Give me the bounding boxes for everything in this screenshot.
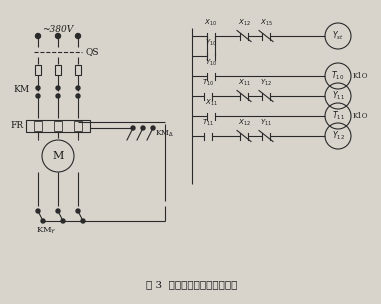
Circle shape (56, 86, 60, 90)
Circle shape (61, 219, 65, 223)
Text: M: M (52, 151, 64, 161)
Circle shape (36, 209, 40, 213)
Text: $T_{11}$: $T_{11}$ (331, 110, 344, 122)
Text: $X_{11}$: $X_{11}$ (205, 98, 218, 108)
Circle shape (35, 33, 40, 39)
Text: ~380V: ~380V (42, 25, 74, 34)
Text: $Y_{11}$: $Y_{11}$ (260, 118, 272, 128)
Circle shape (131, 126, 135, 130)
Text: $Y_{11}$: $Y_{11}$ (331, 90, 344, 102)
Bar (35, 65, 41, 75)
Text: $X_{10}$: $X_{10}$ (205, 18, 218, 28)
Circle shape (76, 209, 80, 213)
Circle shape (56, 209, 60, 213)
Text: KM$_\Delta$: KM$_\Delta$ (155, 129, 174, 139)
Bar (26, 120, 90, 132)
Circle shape (56, 94, 60, 98)
Bar (54, 121, 62, 131)
Text: $T_{11}$: $T_{11}$ (202, 118, 214, 128)
Text: $X_{12}$: $X_{12}$ (238, 18, 250, 28)
Text: FR: FR (11, 122, 24, 130)
Circle shape (81, 219, 85, 223)
Text: K1O: K1O (353, 112, 368, 120)
Bar (55, 65, 61, 75)
Bar (34, 121, 42, 131)
Circle shape (36, 86, 40, 90)
Circle shape (151, 126, 155, 130)
Text: $Y_{10}$: $Y_{10}$ (205, 38, 217, 48)
Text: $Y_{10}$: $Y_{10}$ (205, 58, 217, 68)
Text: $T_{10}$: $T_{10}$ (202, 78, 214, 88)
Text: KM$_Y$: KM$_Y$ (36, 226, 57, 237)
Circle shape (41, 219, 45, 223)
Text: $X_{11}$: $X_{11}$ (238, 78, 250, 88)
Text: $Y_{12}$: $Y_{12}$ (260, 78, 272, 88)
Text: $Y_{12}$: $Y_{12}$ (331, 130, 344, 142)
Text: QS: QS (86, 47, 99, 57)
Text: $X_{15}$: $X_{15}$ (259, 18, 272, 28)
Text: $X_{12}$: $X_{12}$ (238, 118, 250, 128)
Text: $Y_{st}$: $Y_{st}$ (332, 30, 344, 42)
Circle shape (36, 94, 40, 98)
Circle shape (141, 126, 145, 130)
Bar (75, 65, 81, 75)
Circle shape (56, 33, 61, 39)
Text: 图 3  快、慢速给料控制电路图: 图 3 快、慢速给料控制电路图 (146, 280, 238, 289)
Text: K1O: K1O (353, 72, 368, 80)
Circle shape (76, 86, 80, 90)
Circle shape (76, 94, 80, 98)
Bar (74, 121, 82, 131)
Text: KM: KM (14, 85, 30, 95)
Circle shape (75, 33, 80, 39)
Text: $T_{10}$: $T_{10}$ (331, 70, 344, 82)
